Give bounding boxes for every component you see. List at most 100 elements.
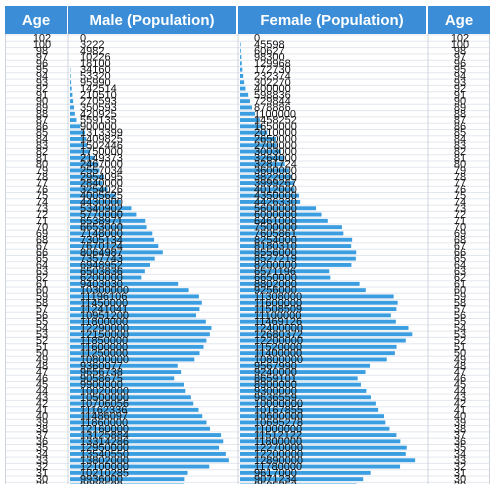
female-bar — [240, 231, 344, 236]
table-row[interactable]: 42 10706056 10000000 42 — [36, 398, 466, 410]
table-body[interactable]: 102 0 0 102 100 3222 45598 100 98 4982 60627 98 97 10… — [5, 34, 490, 484]
table-row[interactable]: 91 210510 598836 91 — [36, 89, 466, 101]
table-row[interactable]: 79 2557034 3600000 79 — [36, 165, 466, 177]
age-label-right: 80 — [454, 159, 466, 171]
age-label-right: 52 — [454, 335, 466, 347]
male-value-label: 0 — [80, 34, 86, 45]
table-row[interactable]: 35 12950000 12270000 35 — [36, 442, 466, 454]
table-row[interactable]: 40 11486097 10600000 40 — [36, 411, 466, 423]
header-female-population[interactable]: Female (Population) — [238, 6, 426, 34]
age-label-right: 37 — [454, 430, 466, 442]
table-row[interactable]: 36 13314286 11800000 36 — [36, 436, 466, 448]
table-row[interactable]: 102 0 0 102 — [33, 34, 469, 45]
table-row[interactable]: 32 12100000 11780000 32 — [36, 461, 466, 473]
table-row[interactable]: 48 9360077 9567990 48 — [36, 360, 466, 372]
header-age-right[interactable]: Age — [428, 6, 490, 34]
header-age-left[interactable]: Age — [5, 6, 67, 34]
age-label-left: 76 — [36, 184, 48, 196]
table-row[interactable]: 92 142514 400000 92 — [36, 83, 466, 95]
table-row[interactable]: 70 6653000 7500000 70 — [36, 222, 466, 234]
age-label-right: 84 — [454, 133, 466, 145]
table-row[interactable]: 86 900000 1650000 86 — [36, 121, 466, 133]
table-row[interactable]: 66 8064987 8556000 66 — [36, 247, 466, 259]
table-row[interactable]: 78 2954095 3822000 78 — [36, 171, 466, 183]
table-row[interactable]: 75 4005625 4350000 75 — [36, 190, 466, 202]
table-row[interactable]: 89 350593 878886 89 — [36, 102, 466, 114]
table-row[interactable]: 100 3222 45598 100 — [33, 39, 469, 51]
female-bar — [240, 452, 406, 456]
table-row[interactable]: 59 11196106 11308000 59 — [36, 291, 466, 303]
table-row[interactable]: 69 7148000 7605861 69 — [36, 228, 466, 240]
table-row[interactable]: 83 1502446 2700000 83 — [36, 140, 466, 152]
table-row[interactable]: 46 9058675 8659101 46 — [36, 373, 466, 385]
male-value-label: 34160 — [80, 64, 111, 76]
header-male-population[interactable]: Male (Population) — [68, 6, 236, 34]
table-row[interactable]: 60 10300000 9256000 60 — [36, 285, 466, 297]
table-row[interactable]: 80 2467000 3281724 80 — [36, 159, 466, 171]
table-row[interactable]: 65 7357743 8527219 65 — [36, 253, 466, 265]
age-label-left: 42 — [36, 398, 48, 410]
table-row[interactable]: 62 6200000 6650000 62 — [36, 272, 466, 284]
table-row[interactable]: 56 10951200 11100000 56 — [36, 310, 466, 322]
male-value-label: 11241041 — [80, 304, 128, 316]
table-row[interactable]: 64 6948952 8200000 64 — [36, 259, 466, 271]
age-label-left: 74 — [36, 196, 48, 208]
table-row[interactable]: 95 34160 172730 95 — [36, 64, 466, 76]
table-row[interactable]: 52 11850000 12200000 52 — [36, 335, 466, 347]
table-row[interactable]: 47 9656738 9240000 47 — [36, 367, 466, 379]
table-row[interactable]: 85 1313399 2010000 85 — [36, 127, 466, 139]
age-label-right: 61 — [454, 278, 466, 290]
table-row[interactable]: 57 11241041 11508509 57 — [36, 304, 466, 316]
female-value-label: 6461000 — [254, 215, 297, 227]
female-bar — [240, 338, 406, 343]
table-row[interactable]: 76 3254026 4012000 76 — [36, 184, 466, 196]
table-row[interactable]: 93 95990 302270 93 — [36, 77, 466, 89]
table-row[interactable]: 37 13125884 11512122 37 — [36, 430, 466, 442]
table-row[interactable]: 45 9900000 8900000 45 — [36, 379, 466, 391]
table-row[interactable]: 94 53320 232374 94 — [36, 70, 466, 82]
table-row[interactable]: 34 13540550 12200000 34 — [36, 448, 466, 460]
table-row[interactable]: 72 5770000 6000000 72 — [36, 209, 466, 221]
age-label-right: 85 — [454, 127, 466, 139]
table-row[interactable]: 50 11250000 11400000 50 — [36, 348, 466, 360]
table-row[interactable]: 33 13802000 12890000 33 — [36, 455, 466, 467]
table-row[interactable]: 61 9403030 8802000 61 — [36, 278, 466, 290]
table-row[interactable]: 97 10226 98300 97 — [36, 52, 466, 64]
table-row[interactable]: 63 6503836 6571196 63 — [36, 266, 466, 278]
table-row[interactable]: 68 7305134 8254000 68 — [36, 234, 466, 246]
table-row[interactable]: 87 559135 1458252 87 — [36, 115, 466, 127]
table-row[interactable]: 58 11450000 11600000 58 — [36, 297, 466, 309]
table-row[interactable]: 88 420925 1100000 88 — [36, 108, 466, 120]
table-row[interactable]: 84 1409825 2650000 84 — [36, 133, 466, 145]
table-row[interactable]: 30 9936000 9071234 30 — [36, 474, 466, 484]
table-row[interactable]: 82 1750000 3003000 82 — [36, 146, 466, 158]
table-row[interactable]: 54 12290000 12400000 54 — [36, 322, 466, 334]
table-row[interactable]: 53 12150000 12680372 53 — [36, 329, 466, 341]
table-row[interactable]: 39 11860000 10695278 39 — [36, 417, 466, 429]
table-row[interactable]: 31 10210285 9617000 31 — [36, 467, 466, 479]
table-row[interactable]: 74 4430000 4426330 74 — [36, 196, 466, 208]
female-bar — [240, 111, 255, 116]
table-row[interactable]: 43 10500000 9636559 43 — [36, 392, 466, 404]
table-row[interactable]: 90 270593 729844 90 — [36, 96, 466, 108]
table-row[interactable]: 41 11162336 10167855 41 — [36, 404, 466, 416]
table-row[interactable]: 71 6538971 6461000 71 — [36, 215, 466, 227]
table-row[interactable]: 77 2840000 3999267 77 — [36, 178, 466, 190]
female-bar — [240, 67, 243, 72]
table-row[interactable]: 51 11600000 11520000 51 — [36, 341, 466, 353]
table-row[interactable]: 96 18100 129968 96 — [36, 58, 466, 70]
table-row[interactable]: 73 5340902 5600000 73 — [36, 203, 466, 215]
table-row[interactable]: 98 4982 60627 98 — [36, 45, 466, 57]
table-row[interactable]: 29 9899589 8585253 29 — [36, 480, 466, 484]
female-value-label: 9636559 — [254, 392, 297, 404]
table-row[interactable]: 55 11800000 11469126 55 — [36, 316, 466, 328]
female-value-label: 11308000 — [254, 291, 302, 303]
table-row[interactable]: 38 12160000 11000000 38 — [36, 423, 466, 435]
table-row[interactable]: 44 10020000 9300000 44 — [36, 385, 466, 397]
age-label-right: 79 — [454, 165, 466, 177]
table-row[interactable]: 81 2149373 3264000 81 — [36, 152, 466, 164]
table-row[interactable]: 67 7670124 8180310 67 — [36, 241, 466, 253]
female-value-label: 5600000 — [254, 203, 297, 215]
male-bar — [70, 187, 108, 192]
table-row[interactable]: 49 10800000 10800000 49 — [36, 354, 466, 366]
